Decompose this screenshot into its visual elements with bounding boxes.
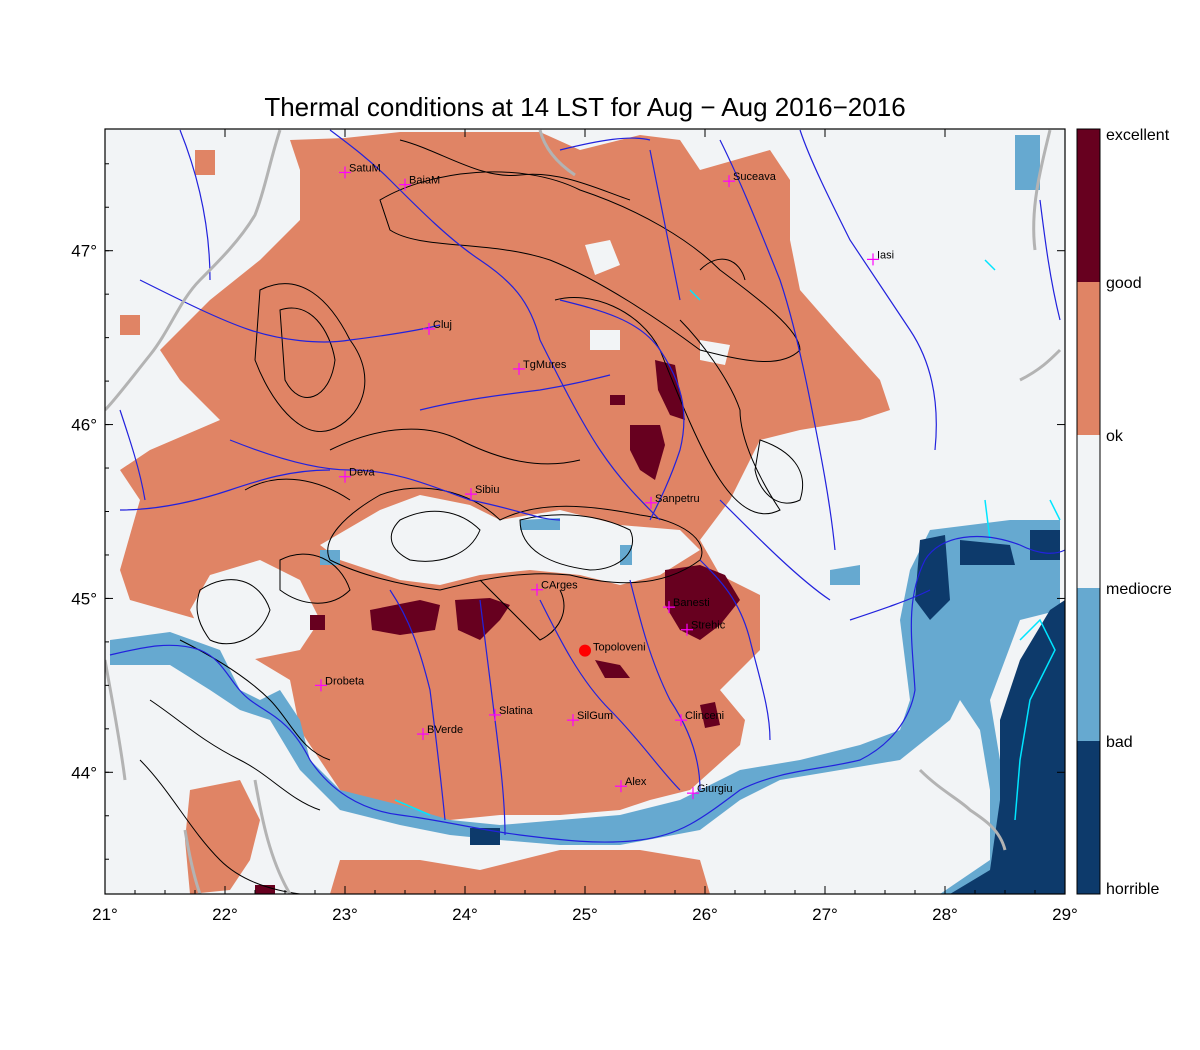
city-silgum: SilGum <box>567 710 613 727</box>
colorbar-label-bad: bad <box>1106 734 1133 751</box>
lat-tick-label: 44° <box>71 763 97 782</box>
region-ok-mountains <box>320 495 700 585</box>
topoloveni-label: Topoloveni <box>593 642 646 654</box>
city-label: Deva <box>349 467 376 479</box>
colorbar-mediocre-segment <box>1077 588 1100 741</box>
region-mediocre-danube <box>110 520 1060 894</box>
colorbar-excellent-segment <box>1077 129 1100 282</box>
city-label: SilGum <box>577 710 613 722</box>
country-borders <box>105 129 1062 894</box>
colorbar-good-segment <box>1077 282 1100 435</box>
city-label: CArges <box>541 580 578 592</box>
latitude-axis: 44° 45° 46° 47° <box>71 163 1065 860</box>
city-label: Giurgiu <box>697 783 732 795</box>
region-good-nw <box>120 150 215 335</box>
colorbar: excellent good ok mediocre bad horrible <box>1076 127 1172 898</box>
region-ok-west <box>190 560 320 660</box>
region-ok-north <box>585 240 730 365</box>
city-drobeta: Drobeta <box>315 675 365 692</box>
city-carges: CArges <box>531 580 578 596</box>
colorbar-bad-segment <box>1077 741 1100 894</box>
region-mediocre-ne <box>1015 135 1040 190</box>
highlight-marker: Topoloveni <box>579 642 646 657</box>
lat-tick-label: 47° <box>71 242 97 261</box>
colorbar-label-mediocre: mediocre <box>1106 581 1172 598</box>
region-good-sw <box>185 780 260 894</box>
lat-tick-label: 45° <box>71 589 97 608</box>
city-label: Banesti <box>673 597 710 609</box>
lat-tick-label: 46° <box>71 416 97 435</box>
city-giurgiu: Giurgiu <box>687 783 732 800</box>
lon-tick-label: 29° <box>1052 905 1078 924</box>
topoloveni-dot <box>579 644 591 657</box>
city-sanpetru: Sanpetru <box>645 493 700 509</box>
city-satum: SatuM <box>339 162 381 179</box>
region-good-s <box>330 850 710 894</box>
lon-tick-label: 26° <box>692 905 718 924</box>
lon-tick-label: 28° <box>932 905 958 924</box>
city-label: Sanpetru <box>655 493 700 505</box>
city-iasi: Iasi <box>867 249 894 266</box>
city-markers: SatuM BaiaM Suceava Iasi Cluj TgMures Deva Sibi… <box>315 162 894 800</box>
lon-tick-label: 23° <box>332 905 358 924</box>
city-alex: Alex <box>615 776 647 793</box>
colorbar-label-excellent: excellent <box>1106 127 1170 144</box>
city-label: BaiaM <box>409 175 440 187</box>
city-banesti: Banesti <box>663 597 710 614</box>
colorbar-ok-segment <box>1077 435 1100 588</box>
city-strehic: Strehic <box>681 620 726 636</box>
city-tgmures: TgMures <box>513 359 567 375</box>
city-label: SatuM <box>349 162 381 174</box>
city-clinceni: Clinceni <box>675 710 724 727</box>
lon-tick-label: 25° <box>572 905 598 924</box>
city-label: Cluj <box>433 319 452 331</box>
colorbar-label-good: good <box>1106 275 1142 292</box>
city-deva: Deva <box>339 467 376 483</box>
city-label: BVerde <box>427 724 463 736</box>
city-label: Drobeta <box>325 675 365 687</box>
city-label: Alex <box>625 776 647 788</box>
lon-tick-label: 21° <box>92 905 118 924</box>
city-label: Sibiu <box>475 484 499 496</box>
city-bverde: BVerde <box>417 724 463 741</box>
city-label: Iasi <box>877 249 894 261</box>
lon-tick-label: 27° <box>812 905 838 924</box>
region-bad-north-delta <box>915 530 1060 620</box>
lon-tick-label: 24° <box>452 905 478 924</box>
colorbar-frame <box>1076 128 1101 895</box>
map-title: Thermal conditions at 14 LST for Aug − A… <box>264 92 906 122</box>
longitude-axis: 21° 22° 23° 24° 25° 26° 27° 28° 29° <box>92 129 1078 924</box>
region-bad-delta <box>950 600 1065 894</box>
city-label: TgMures <box>523 359 567 371</box>
city-cluj: Cluj <box>423 319 452 335</box>
lakes <box>394 259 1061 821</box>
topography-contours <box>139 139 804 894</box>
city-label: Suceava <box>733 171 777 183</box>
colorbar-label-horrible: horrible <box>1106 881 1159 898</box>
region-bad-danube-spot <box>470 828 500 845</box>
rivers <box>109 129 1065 843</box>
city-label: Slatina <box>499 705 534 717</box>
city-slatina: Slatina <box>489 705 534 721</box>
city-suceava: Suceava <box>723 171 777 188</box>
colorbar-label-ok: ok <box>1106 428 1124 445</box>
city-sibiu: Sibiu <box>465 484 499 501</box>
lon-tick-label: 22° <box>212 905 238 924</box>
map-layers: SatuM BaiaM Suceava Iasi Cluj TgMures Deva Sibi… <box>105 129 1065 894</box>
region-good <box>120 132 890 820</box>
city-label: Clinceni <box>685 710 724 722</box>
city-label: Strehic <box>691 620 726 632</box>
city-baiam: BaiaM <box>399 175 440 191</box>
